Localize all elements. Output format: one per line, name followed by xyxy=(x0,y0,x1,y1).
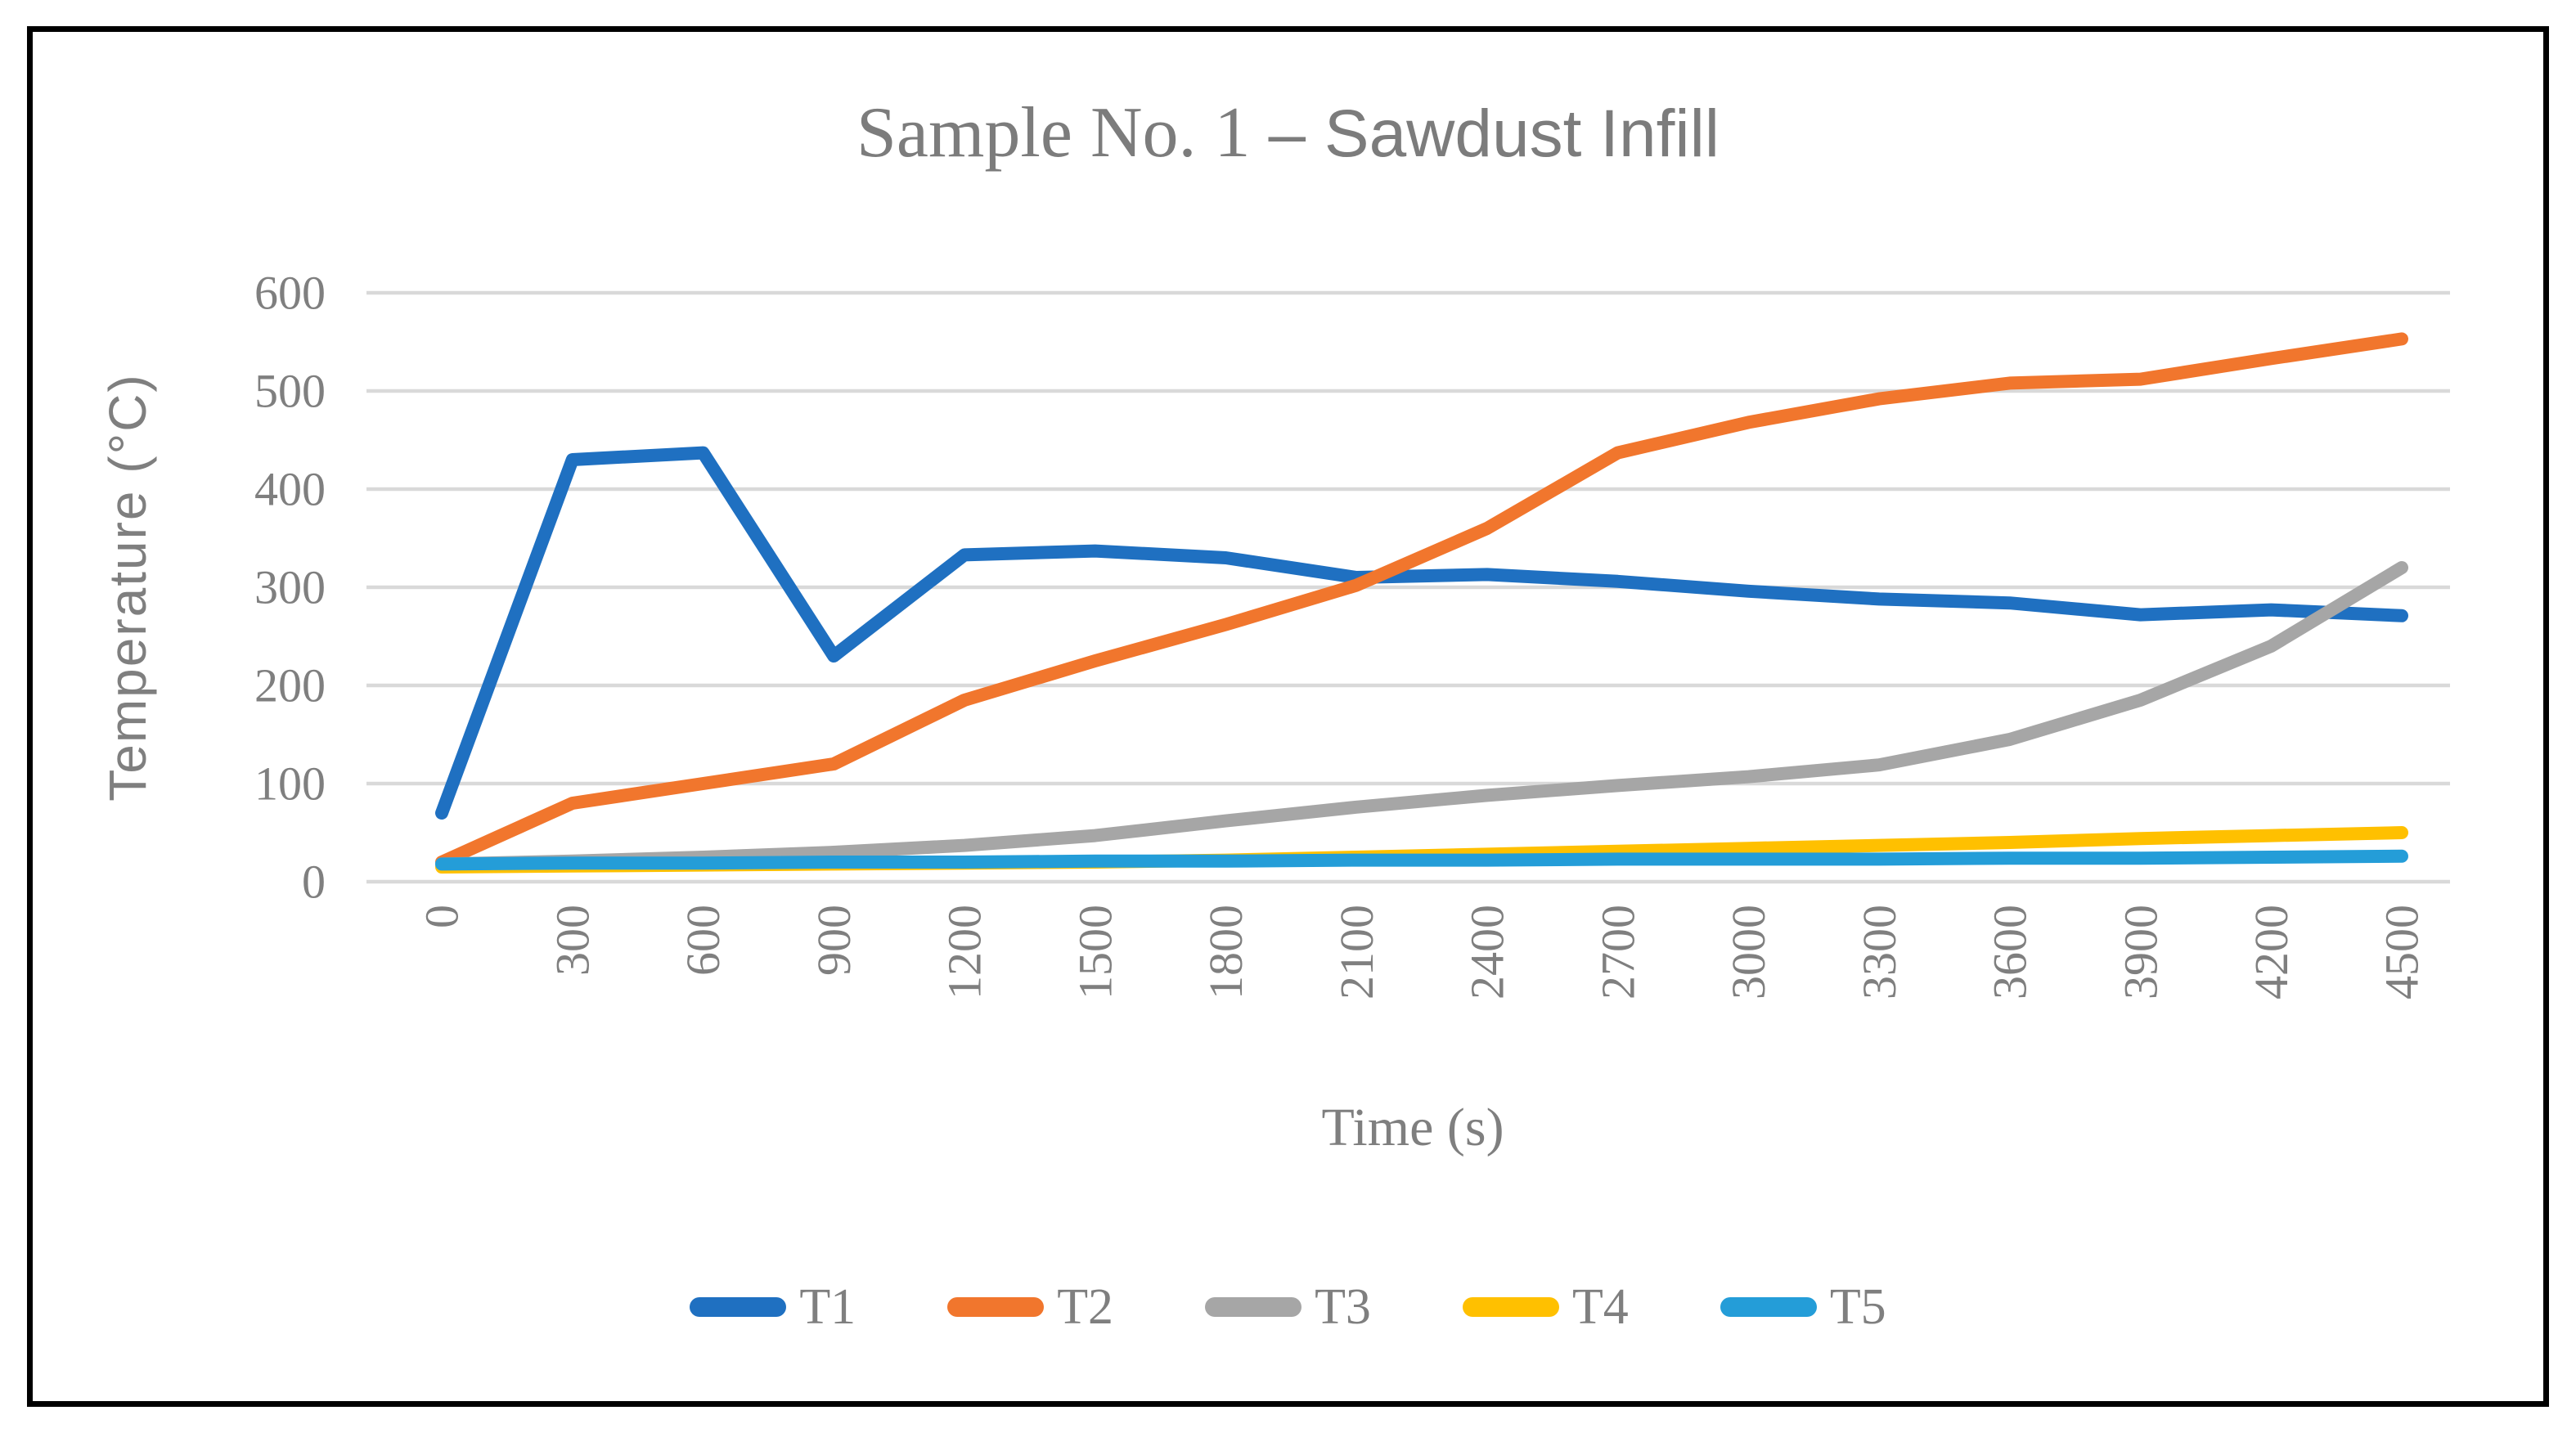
x-tick-label: 3000 xyxy=(1722,905,1775,1000)
legend-item-t4: T4 xyxy=(1462,1279,1629,1335)
x-tick-label: 3900 xyxy=(2114,905,2167,1000)
x-tick-label: 4500 xyxy=(2376,905,2429,1000)
legend-label-t5: T5 xyxy=(1829,1279,1886,1335)
chart-title-serif: Sample No. 1 xyxy=(856,93,1269,173)
chart-title-sans: – Sawdust Infill xyxy=(1268,97,1720,171)
y-tick-label: 400 xyxy=(254,463,326,516)
series-line-t1 xyxy=(435,446,2408,820)
legend-swatch-t2 xyxy=(947,1297,1045,1317)
legend-item-t1: T1 xyxy=(690,1282,856,1332)
y-axis-title: Temperature (°C) xyxy=(98,373,157,802)
legend-item-t5: T5 xyxy=(1720,1282,1886,1332)
legend-swatch-t3 xyxy=(1205,1297,1302,1317)
legend-label-t3: T3 xyxy=(1315,1279,1371,1335)
legend-swatch-t1 xyxy=(690,1297,787,1317)
legend-swatch-t4 xyxy=(1462,1297,1559,1317)
y-tick-label: 0 xyxy=(302,856,326,909)
x-tick-label: 900 xyxy=(807,905,861,976)
y-tick-label: 300 xyxy=(254,561,326,614)
chart-legend: T1 T2 T3 T4 T5 xyxy=(0,1266,2576,1348)
y-tick-label: 100 xyxy=(254,757,326,811)
legend-swatch-t5 xyxy=(1720,1297,1817,1317)
x-tick-label: 2700 xyxy=(1591,905,1644,1000)
x-tick-label: 0 xyxy=(416,905,469,928)
legend-label-t1: T1 xyxy=(799,1279,856,1335)
legend-item-t3: T3 xyxy=(1205,1282,1371,1332)
y-tick-label: 200 xyxy=(254,659,326,712)
x-axis-title: Time (s) xyxy=(1321,1098,1504,1157)
x-tick-label: 300 xyxy=(546,905,599,976)
x-tick-label: 1800 xyxy=(1199,905,1252,1000)
x-tick-label: 1500 xyxy=(1068,905,1122,1000)
series-line-t3 xyxy=(435,561,2408,871)
x-tick-label: 3600 xyxy=(1984,905,2037,1000)
x-tick-label: 600 xyxy=(677,905,730,976)
y-tick-label: 600 xyxy=(254,267,326,320)
legend-label-t2: T2 xyxy=(1057,1279,1114,1335)
x-tick-label: 2100 xyxy=(1330,905,1383,1000)
x-tick-label: 4200 xyxy=(2245,905,2298,1000)
legend-label-t4: T4 xyxy=(1571,1279,1629,1335)
x-tick-label: 1200 xyxy=(938,905,991,1000)
series-line-t5 xyxy=(435,849,2408,871)
x-tick-label: 3300 xyxy=(1853,905,1906,1000)
series-line-t2 xyxy=(435,332,2408,869)
legend-item-t2: T2 xyxy=(947,1282,1113,1332)
y-tick-label: 500 xyxy=(254,365,326,418)
chart-title: Sample No. 1 – Sawdust Infill xyxy=(0,92,2576,174)
x-tick-label: 2400 xyxy=(1461,905,1514,1000)
